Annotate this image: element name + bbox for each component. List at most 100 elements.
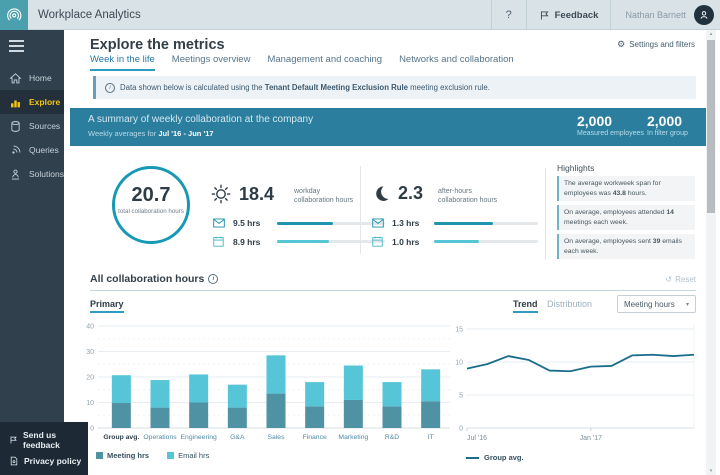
svg-text:Engineering: Engineering	[181, 434, 217, 441]
sun-icon	[211, 184, 231, 204]
after-hours-value: 2.3	[398, 183, 424, 203]
bar-segment-meeting[interactable]	[382, 406, 402, 428]
bar-segment-email[interactable]	[150, 380, 170, 408]
legend-swatch	[167, 452, 175, 459]
info-banner-text: Data shown below is calculated using the…	[120, 83, 490, 92]
bar-segment-email[interactable]	[305, 382, 325, 407]
svg-text:Jul '16: Jul '16	[467, 435, 487, 442]
stat-label: In filter group	[647, 130, 688, 137]
divider	[545, 168, 546, 260]
summary-banner: A summary of weekly collaboration at the…	[70, 108, 706, 146]
feedback-label: Feedback	[554, 9, 599, 21]
solutions-person-icon	[11, 169, 20, 179]
feedback-flag-icon	[10, 436, 17, 444]
primary-chart-tab[interactable]: Primary	[90, 299, 124, 313]
stat-value: 2,000	[647, 113, 683, 129]
reset-icon: ↺	[665, 274, 673, 284]
distribution-chart-tab[interactable]: Distribution	[547, 299, 593, 309]
after-meeting-row: 1.0 hrs	[372, 236, 538, 247]
trend-line	[466, 353, 695, 373]
in-filter-group-stat: 2,000 In filter group	[647, 113, 688, 137]
vertical-scrollbar[interactable]: ▴ ▾	[706, 30, 716, 475]
scroll-up-arrow[interactable]: ▴	[709, 31, 713, 37]
svg-text:10: 10	[86, 400, 94, 407]
svg-text:5: 5	[459, 393, 463, 400]
topbar-actions: ? Feedback Nathan Barnett	[490, 0, 720, 30]
bar-segment-email[interactable]	[189, 374, 209, 403]
workday-hours-value: 18.4	[239, 183, 275, 204]
svg-text:Marketing: Marketing	[338, 434, 368, 441]
email-icon	[372, 218, 384, 228]
bar-segment-meeting[interactable]	[305, 406, 325, 428]
reset-button[interactable]: ↺ Reset	[665, 274, 696, 284]
tab-meetings-overview[interactable]: Meetings overview	[171, 54, 251, 65]
send-feedback-link[interactable]: Send us feedback	[0, 427, 88, 453]
trend-chart-tab[interactable]: Trend	[513, 299, 538, 313]
svg-text:15: 15	[455, 327, 463, 334]
bar-segment-email[interactable]	[266, 355, 286, 394]
sidebar-item-home[interactable]: Home	[0, 66, 64, 90]
tab-management-and-coaching[interactable]: Management and coaching	[267, 54, 383, 65]
bar-segment-email[interactable]	[343, 365, 363, 400]
total-collaboration-circle: 20.7 total collaboration hours	[112, 166, 190, 244]
legend-item-meeting-hrs[interactable]: Meeting hrs	[96, 451, 149, 460]
section-title: All collaboration hours i	[90, 273, 219, 285]
svg-text:Sales: Sales	[267, 434, 285, 441]
bar-segment-meeting[interactable]	[227, 407, 247, 428]
sidebar-item-explore[interactable]: Explore	[0, 90, 64, 114]
feedback-button[interactable]: Feedback	[527, 10, 611, 21]
settings-and-filters-button[interactable]: ⚙ Settings and filters	[617, 39, 695, 50]
stat-label: Measured employees	[577, 130, 644, 137]
trend-line-chart[interactable]: 0 5 10 15 Jul '16 Jan '17	[452, 313, 702, 445]
scroll-down-arrow[interactable]: ▾	[709, 468, 713, 474]
bar-segment-meeting[interactable]	[189, 402, 209, 429]
sidebar-footer: Send us feedback Privacy policy	[0, 422, 88, 475]
chevron-down-icon: ▾	[685, 301, 689, 308]
legend-line-swatch	[466, 456, 479, 459]
highlight-card: The average workweek span for employees …	[557, 176, 695, 202]
progress-bar	[434, 221, 538, 225]
bar-segment-meeting[interactable]	[150, 407, 170, 428]
bar-segment-meeting[interactable]	[343, 399, 363, 428]
highlight-card: On average, employees attended 14 meetin…	[557, 205, 695, 231]
moon-icon	[376, 186, 389, 201]
sidebar-item-label: Sources	[29, 121, 61, 131]
sidebar-item-queries[interactable]: Queries	[0, 138, 64, 162]
page-title: Explore the metrics	[90, 37, 225, 53]
bar-segment-meeting[interactable]	[111, 403, 131, 428]
person-icon	[700, 11, 708, 19]
bar-chart-legend: Meeting hrs Email hrs	[96, 451, 209, 460]
bar-segment-meeting[interactable]	[266, 393, 286, 428]
tab-week-in-the-life[interactable]: Week in the life	[90, 54, 155, 71]
bar-segment-email[interactable]	[227, 384, 247, 408]
bar-segment-meeting[interactable]	[421, 401, 441, 428]
gear-icon: ⚙	[617, 39, 626, 49]
after-hours-label: after-hours collaboration hours	[438, 188, 498, 205]
privacy-policy-link[interactable]: Privacy policy	[0, 453, 88, 469]
bar-segment-email[interactable]	[421, 369, 441, 402]
workplace-analytics-logo-icon[interactable]	[0, 0, 28, 30]
metric-select-dropdown[interactable]: Meeting hours ▾	[617, 295, 696, 313]
user-avatar[interactable]	[694, 5, 714, 25]
info-icon[interactable]: i	[208, 274, 219, 284]
sidebar-item-label: Home	[29, 73, 52, 83]
workday-meeting-hours: 8.9 hrs	[233, 236, 261, 247]
info-icon: i	[105, 82, 115, 93]
legend-item-email-hrs[interactable]: Email hrs	[167, 451, 209, 460]
progress-bar	[277, 240, 385, 243]
sidebar-item-sources[interactable]: Sources	[0, 114, 64, 138]
bar-segment-email[interactable]	[382, 382, 402, 407]
legend-item-group-avg[interactable]: Group avg.	[484, 453, 524, 462]
primary-bar-chart[interactable]: 0 10 20 30 40 Group avg. Operations Engineering…	[82, 313, 454, 445]
workday-metric: 18.4	[210, 183, 274, 205]
scrollbar-thumb[interactable]	[707, 40, 715, 213]
svg-text:Jan '17: Jan '17	[580, 435, 602, 442]
bar-segment-email[interactable]	[111, 375, 131, 404]
stat-value: 2,000	[577, 113, 613, 129]
sidebar-item-solutions[interactable]: Solutions	[0, 162, 64, 186]
svg-text:0: 0	[459, 426, 463, 433]
tab-networks-and-collaboration[interactable]: Networks and collaboration	[399, 54, 514, 65]
help-button[interactable]: ?	[505, 9, 512, 21]
divider	[490, 0, 492, 30]
menu-hamburger-icon[interactable]	[9, 40, 24, 52]
